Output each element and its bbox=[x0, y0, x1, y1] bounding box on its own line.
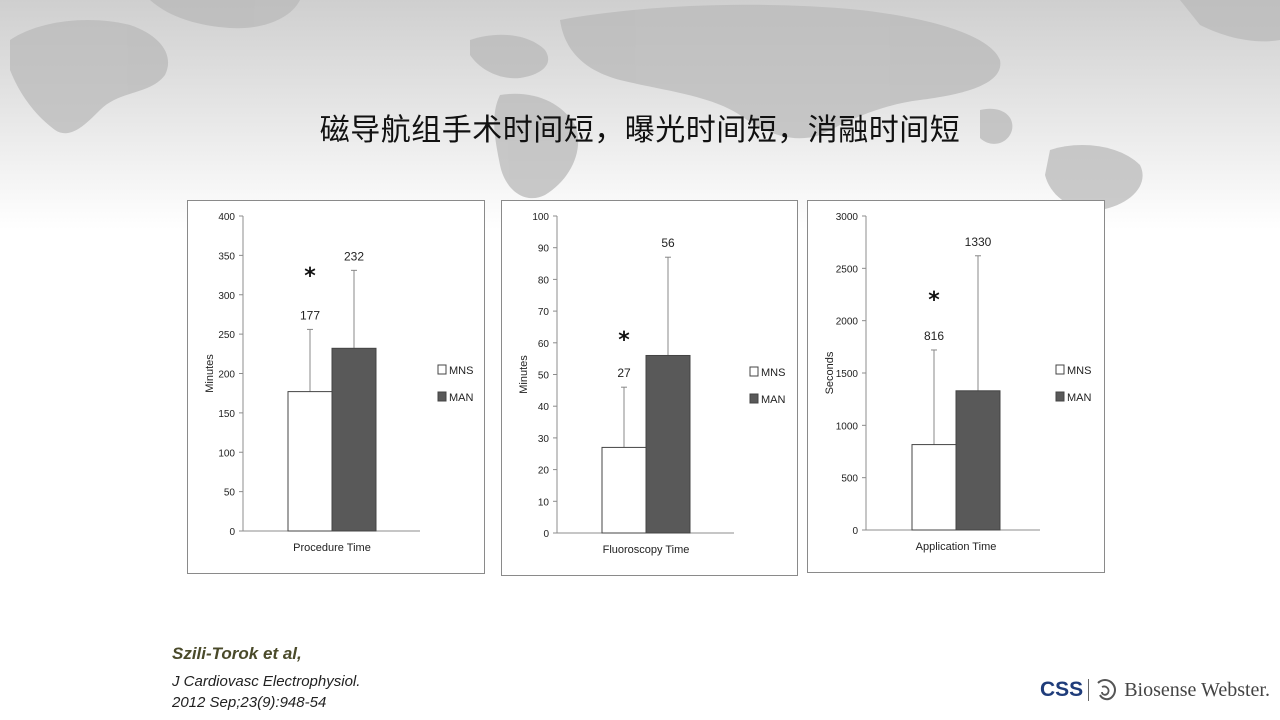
bar-man bbox=[645, 354, 691, 534]
y-tick-label: 2500 bbox=[836, 264, 859, 275]
legend-label-mns: MNS bbox=[449, 365, 473, 377]
y-tick-label: 0 bbox=[543, 529, 549, 540]
legend-swatch-mns bbox=[437, 364, 447, 375]
y-tick-label: 30 bbox=[538, 434, 550, 445]
fluoroscopy-time-chart: 0 10 20 30 40 50 60 70 80 90 100 Minutes 27 56 * Fluoro… bbox=[518, 212, 786, 556]
significance-marker: * bbox=[618, 328, 630, 353]
world-map-background bbox=[0, 0, 1280, 230]
y-tick-label: 300 bbox=[218, 291, 235, 302]
legend-label-man: MAN bbox=[449, 392, 474, 404]
biosense-webster-emblem-icon bbox=[1097, 679, 1117, 701]
y-axis-label: Minutes bbox=[518, 355, 530, 394]
y-tick-label: 10 bbox=[538, 497, 550, 508]
world-map-icon bbox=[10, 0, 1280, 211]
biosense-webster-text: Biosense Webster. bbox=[1124, 678, 1270, 701]
procedure-time-chart: 0 50 100 150 200 250 300 350 400 Minutes 177 232 * Pr… bbox=[204, 212, 474, 554]
legend-label-man: MAN bbox=[761, 394, 786, 406]
y-axis-label: Minutes bbox=[204, 354, 216, 393]
y-tick-label: 90 bbox=[538, 244, 550, 255]
significance-marker: * bbox=[304, 264, 316, 289]
css-logo-text: CSS bbox=[1040, 678, 1084, 701]
data-label: 232 bbox=[344, 249, 364, 263]
legend-label-mns: MNS bbox=[761, 367, 785, 379]
bar-man bbox=[331, 347, 377, 532]
category-label: Procedure Time bbox=[293, 542, 371, 554]
y-axis-label: Seconds bbox=[824, 351, 836, 394]
legend-swatch-man bbox=[437, 391, 447, 402]
y-tick-label: 0 bbox=[229, 527, 235, 538]
legend-label-mns: MNS bbox=[1067, 365, 1091, 377]
chart-panel-application-time: 0 500 1000 1500 2000 2500 3000 Seconds 816 1330 * A… bbox=[807, 200, 1105, 573]
data-label: 1330 bbox=[965, 235, 992, 249]
y-tick-label: 50 bbox=[538, 371, 550, 382]
category-label: Fluoroscopy Time bbox=[603, 544, 690, 556]
y-tick-label: 400 bbox=[218, 212, 235, 223]
legend-label-man: MAN bbox=[1067, 392, 1092, 404]
category-label: Application Time bbox=[916, 541, 997, 553]
y-tick-label: 3000 bbox=[836, 212, 859, 223]
y-tick-label: 200 bbox=[218, 370, 235, 381]
citation-author: Szili-Torok et al, bbox=[172, 644, 302, 663]
y-tick-label: 40 bbox=[538, 402, 550, 413]
legend-swatch-mns bbox=[749, 366, 759, 377]
bar-mns bbox=[911, 444, 957, 531]
y-tick-label: 50 bbox=[224, 488, 236, 499]
y-tick-label: 80 bbox=[538, 275, 550, 286]
bar-mns bbox=[601, 446, 647, 534]
y-tick-label: 0 bbox=[852, 526, 858, 537]
chart-panel-procedure-time: 0 50 100 150 200 250 300 350 400 Minutes 177 232 * Pr… bbox=[187, 200, 485, 574]
data-label: 177 bbox=[300, 308, 320, 322]
y-tick-label: 2000 bbox=[836, 317, 859, 328]
citation-reference: 2012 Sep;23(9):948-54 bbox=[172, 694, 327, 711]
y-tick-label: 100 bbox=[218, 448, 235, 459]
page-title: 磁导航组手术时间短，曝光时间短，消融时间短 bbox=[319, 113, 961, 148]
company-logo: CSS Biosense Webster. bbox=[1040, 674, 1270, 706]
data-label: 56 bbox=[661, 236, 675, 250]
bar-man bbox=[955, 390, 1001, 531]
legend-swatch-man bbox=[749, 393, 759, 404]
y-tick-label: 20 bbox=[538, 466, 550, 477]
y-tick-label: 70 bbox=[538, 307, 550, 318]
application-time-chart: 0 500 1000 1500 2000 2500 3000 Seconds 816 1330 * A… bbox=[824, 212, 1092, 553]
citation-journal: J Cardiovasc Electrophysiol. bbox=[172, 673, 361, 690]
y-tick-label: 60 bbox=[538, 339, 550, 350]
chart-panel-fluoroscopy-time: 0 10 20 30 40 50 60 70 80 90 100 Minutes 27 56 * Fluoro… bbox=[501, 200, 798, 576]
data-label: 816 bbox=[924, 329, 944, 343]
legend-swatch-man bbox=[1055, 391, 1065, 402]
y-tick-label: 1500 bbox=[836, 369, 859, 380]
y-tick-label: 1000 bbox=[836, 421, 859, 432]
y-tick-label: 350 bbox=[218, 251, 235, 262]
y-tick-label: 150 bbox=[218, 409, 235, 420]
y-tick-label: 500 bbox=[841, 474, 858, 485]
legend-swatch-mns bbox=[1055, 364, 1065, 375]
y-tick-label: 250 bbox=[218, 330, 235, 341]
bar-mns bbox=[287, 391, 333, 532]
significance-marker: * bbox=[928, 288, 940, 313]
y-tick-label: 100 bbox=[532, 212, 549, 223]
logo-separator bbox=[1088, 679, 1090, 701]
data-label: 27 bbox=[617, 366, 631, 380]
